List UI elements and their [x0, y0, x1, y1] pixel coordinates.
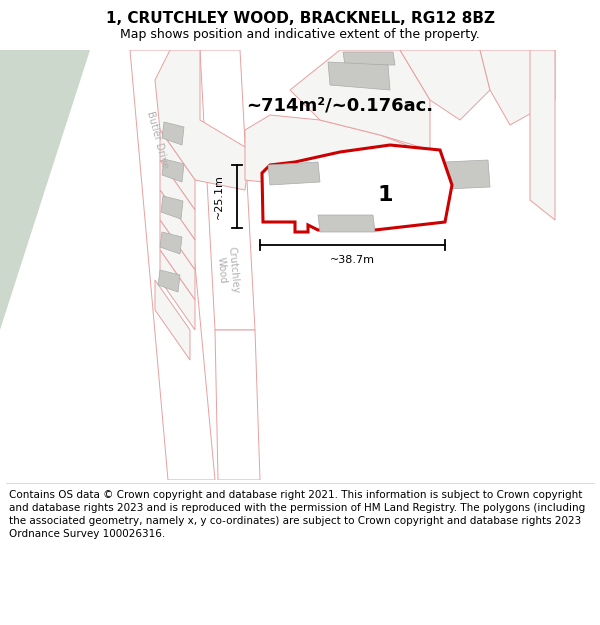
Polygon shape [343, 52, 395, 65]
Polygon shape [160, 160, 195, 240]
Polygon shape [328, 62, 390, 90]
Polygon shape [200, 50, 255, 330]
Polygon shape [530, 50, 555, 220]
Polygon shape [318, 215, 375, 232]
Polygon shape [158, 270, 180, 292]
Text: ~38.7m: ~38.7m [330, 255, 375, 265]
Polygon shape [130, 50, 215, 480]
Polygon shape [160, 220, 195, 300]
Polygon shape [245, 115, 420, 200]
Polygon shape [162, 122, 184, 145]
Text: 1: 1 [377, 185, 393, 205]
Polygon shape [160, 232, 182, 254]
Polygon shape [268, 162, 320, 185]
Polygon shape [161, 196, 183, 219]
Text: Butler Drive: Butler Drive [146, 110, 170, 170]
Polygon shape [555, 50, 600, 220]
Polygon shape [290, 50, 430, 150]
Polygon shape [262, 145, 452, 232]
Polygon shape [160, 250, 195, 330]
Text: Map shows position and indicative extent of the property.: Map shows position and indicative extent… [120, 28, 480, 41]
Polygon shape [0, 50, 90, 330]
Polygon shape [162, 159, 184, 182]
Text: ~25.1m: ~25.1m [214, 174, 224, 219]
Polygon shape [155, 280, 190, 360]
Polygon shape [160, 130, 195, 210]
Polygon shape [423, 160, 490, 190]
Polygon shape [400, 50, 490, 120]
Text: 1, CRUTCHLEY WOOD, BRACKNELL, RG12 8BZ: 1, CRUTCHLEY WOOD, BRACKNELL, RG12 8BZ [106, 11, 494, 26]
Polygon shape [215, 330, 260, 480]
Text: ~714m²/~0.176ac.: ~714m²/~0.176ac. [247, 96, 434, 114]
Text: Crutchley
Wood: Crutchley Wood [215, 246, 241, 294]
Text: Contains OS data © Crown copyright and database right 2021. This information is : Contains OS data © Crown copyright and d… [9, 490, 585, 539]
Polygon shape [160, 190, 195, 270]
Polygon shape [480, 50, 555, 125]
Polygon shape [155, 50, 250, 190]
